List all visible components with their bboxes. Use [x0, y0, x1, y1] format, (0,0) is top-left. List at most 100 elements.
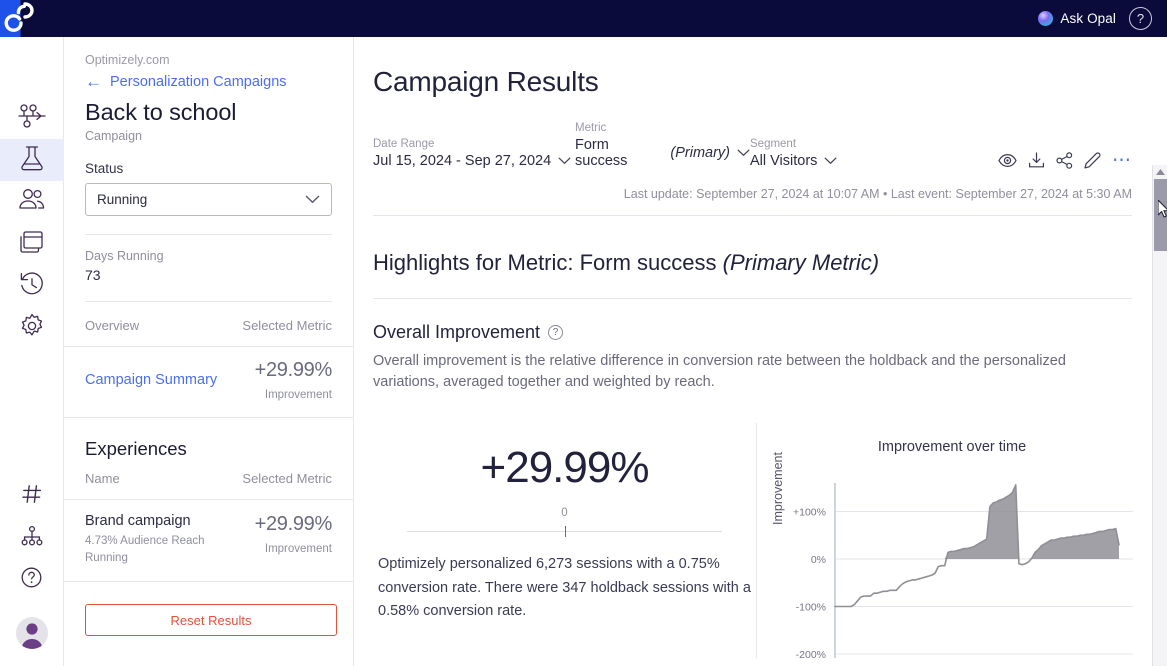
reset-results-button[interactable]: Reset Results: [85, 604, 337, 637]
status-select[interactable]: Running: [85, 183, 332, 216]
overall-improvement-label: Overall Improvement: [373, 322, 541, 342]
improvement-over-time-chart: Improvement +100% 0% -100% -200%: [757, 452, 1147, 661]
overview-column-label: Overview: [85, 318, 140, 333]
chart-svg: +100% 0% -100% -200%: [793, 483, 1133, 661]
main-inner: Campaign Results Date Range Jul 15, 2024…: [355, 37, 1167, 661]
help-question-icon[interactable]: ?: [1129, 7, 1152, 30]
overall-improvement-value: +29.99%: [480, 443, 650, 493]
header-divider: [373, 215, 1132, 216]
campaign-type-label: Campaign: [85, 129, 142, 143]
chevron-down-icon: [558, 153, 571, 169]
sidebar-item-help[interactable]: [0, 559, 64, 601]
share-icon[interactable]: [1056, 152, 1073, 169]
user-avatar[interactable]: [15, 617, 48, 649]
chart-title: Improvement over time: [877, 439, 1027, 456]
panel-divider-2: [85, 301, 332, 302]
breadcrumb-site: Optimizely.com: [85, 53, 170, 67]
campaign-summary-caption: Improvement: [264, 389, 332, 401]
vertical-scrollbar[interactable]: [1152, 165, 1167, 666]
segment-value-row[interactable]: All Visitors: [750, 153, 837, 169]
gauge-zero-tick: [564, 526, 566, 538]
main-content: Campaign Results Date Range Jul 15, 2024…: [355, 37, 1167, 666]
experiment-flask-icon: [19, 144, 45, 177]
results-page-title: Campaign Results: [373, 66, 599, 97]
eye-icon[interactable]: [998, 153, 1017, 168]
sidebar-item-flows[interactable]: [0, 97, 64, 139]
segment-filter[interactable]: Segment All Visitors: [750, 138, 837, 169]
results-columns: +29.99% 0 Optimizely personalized 6,273 …: [373, 423, 1133, 661]
optimizely-logo[interactable]: [0, 0, 41, 37]
campaign-summary-value: +29.99%: [254, 359, 333, 381]
settings-gear-icon: [18, 312, 46, 345]
status-field-label: Status: [85, 161, 124, 176]
experience-name: Brand campaign: [85, 513, 191, 529]
back-to-campaigns-link[interactable]: ← Personalization Campaigns: [85, 73, 332, 90]
improvement-gauge: 0: [373, 507, 756, 541]
date-range-value-row[interactable]: Jul 15, 2024 - Sep 27, 2024: [373, 153, 575, 169]
experiences-title: Experiences: [85, 438, 187, 459]
ask-opal-button[interactable]: Ask Opal: [1038, 11, 1116, 26]
top-bar-actions: Ask Opal ?: [1038, 7, 1167, 30]
page-title: Back to school: [85, 99, 237, 125]
campaign-summary-row[interactable]: Campaign Summary +29.99% Improvement: [64, 347, 353, 417]
highlights-heading-text: Highlights for Metric: Form success: [373, 250, 717, 275]
highlights-heading-italic: (Primary Metric): [722, 250, 880, 275]
sitemap-icon: [20, 525, 44, 552]
download-icon[interactable]: [1028, 152, 1045, 169]
pages-window-icon: [18, 229, 46, 260]
experiences-name-column-label: Name: [85, 471, 120, 486]
date-range-label: Date Range: [373, 138, 435, 150]
experience-info: Brand campaign 4.73% Audience Reach Runn…: [85, 513, 205, 566]
campaign-summary-link[interactable]: Campaign Summary: [85, 372, 218, 388]
panel-header: Optimizely.com ← Personalization Campaig…: [64, 37, 353, 216]
opal-orb-icon: [1038, 11, 1054, 26]
back-link-label: Personalization Campaigns: [110, 73, 287, 90]
help-question-icon[interactable]: ?: [548, 325, 564, 340]
sidebar-item-sitemap[interactable]: [0, 517, 64, 559]
segment-value: All Visitors: [750, 153, 818, 169]
highlights-heading: Highlights for Metric: Form success (Pri…: [373, 250, 1132, 276]
svg-text:0%: 0%: [811, 554, 826, 566]
svg-text:-100%: -100%: [796, 602, 826, 614]
pencil-edit-icon[interactable]: [1084, 152, 1101, 169]
highlights-divider: [373, 298, 1132, 299]
last-update-text: Last update: September 27, 2024 at 10:07…: [623, 187, 1132, 201]
more-options-icon[interactable]: ⋯: [1112, 149, 1132, 171]
overall-improvement-heading: Overall Improvement ?: [373, 322, 1132, 343]
scrollbar-up-arrow[interactable]: [1153, 165, 1167, 178]
sidebar-item-pages[interactable]: [0, 223, 64, 265]
panel-divider-3: [64, 346, 353, 347]
days-running-label: Days Running: [85, 249, 164, 263]
audiences-flow-icon: [17, 103, 47, 134]
sidebar-item-experimentation[interactable]: [0, 139, 64, 181]
overview-column-headers: Overview Selected Metric: [64, 302, 353, 346]
sidebar-item-settings[interactable]: [0, 307, 64, 349]
top-bar: Ask Opal ?: [0, 0, 1167, 37]
campaign-summary-metric: +29.99% Improvement: [254, 359, 333, 401]
metric-value-row[interactable]: Form success (Primary): [575, 137, 750, 169]
chevron-down-icon: [305, 192, 320, 207]
days-running-block: Days Running 73: [64, 249, 353, 283]
metric-filter[interactable]: Metric Form success (Primary): [575, 122, 750, 169]
metric-primary-tag: (Primary): [670, 145, 730, 161]
list-item[interactable]: Brand campaign 4.73% Audience Reach Runn…: [64, 500, 353, 581]
audiences-people-icon: [17, 187, 47, 218]
ask-opal-label: Ask Opal: [1060, 11, 1116, 26]
svg-text:-200%: -200%: [796, 649, 826, 658]
arrow-left-icon: ←: [85, 72, 102, 91]
panel-divider-5: [64, 499, 353, 500]
date-range-filter[interactable]: Date Range Jul 15, 2024 - Sep 27, 2024: [373, 138, 575, 169]
sidebar-item-history[interactable]: [0, 265, 64, 307]
chevron-down-icon: [824, 153, 837, 169]
segment-label: Segment: [750, 138, 797, 150]
scrollbar-thumb[interactable]: [1154, 179, 1167, 251]
history-clock-icon: [18, 270, 46, 303]
sidebar-item-attributes[interactable]: [0, 475, 64, 517]
campaign-detail-panel: Optimizely.com ← Personalization Campaig…: [64, 37, 354, 666]
rail-bottom-group: [0, 475, 64, 666]
results-action-icons: ⋯: [998, 149, 1132, 171]
days-running-value: 73: [85, 267, 101, 283]
gauge-zero-label: 0: [561, 507, 568, 520]
date-range-value: Jul 15, 2024 - Sep 27, 2024: [373, 153, 552, 169]
sidebar-item-audiences[interactable]: [0, 181, 64, 223]
